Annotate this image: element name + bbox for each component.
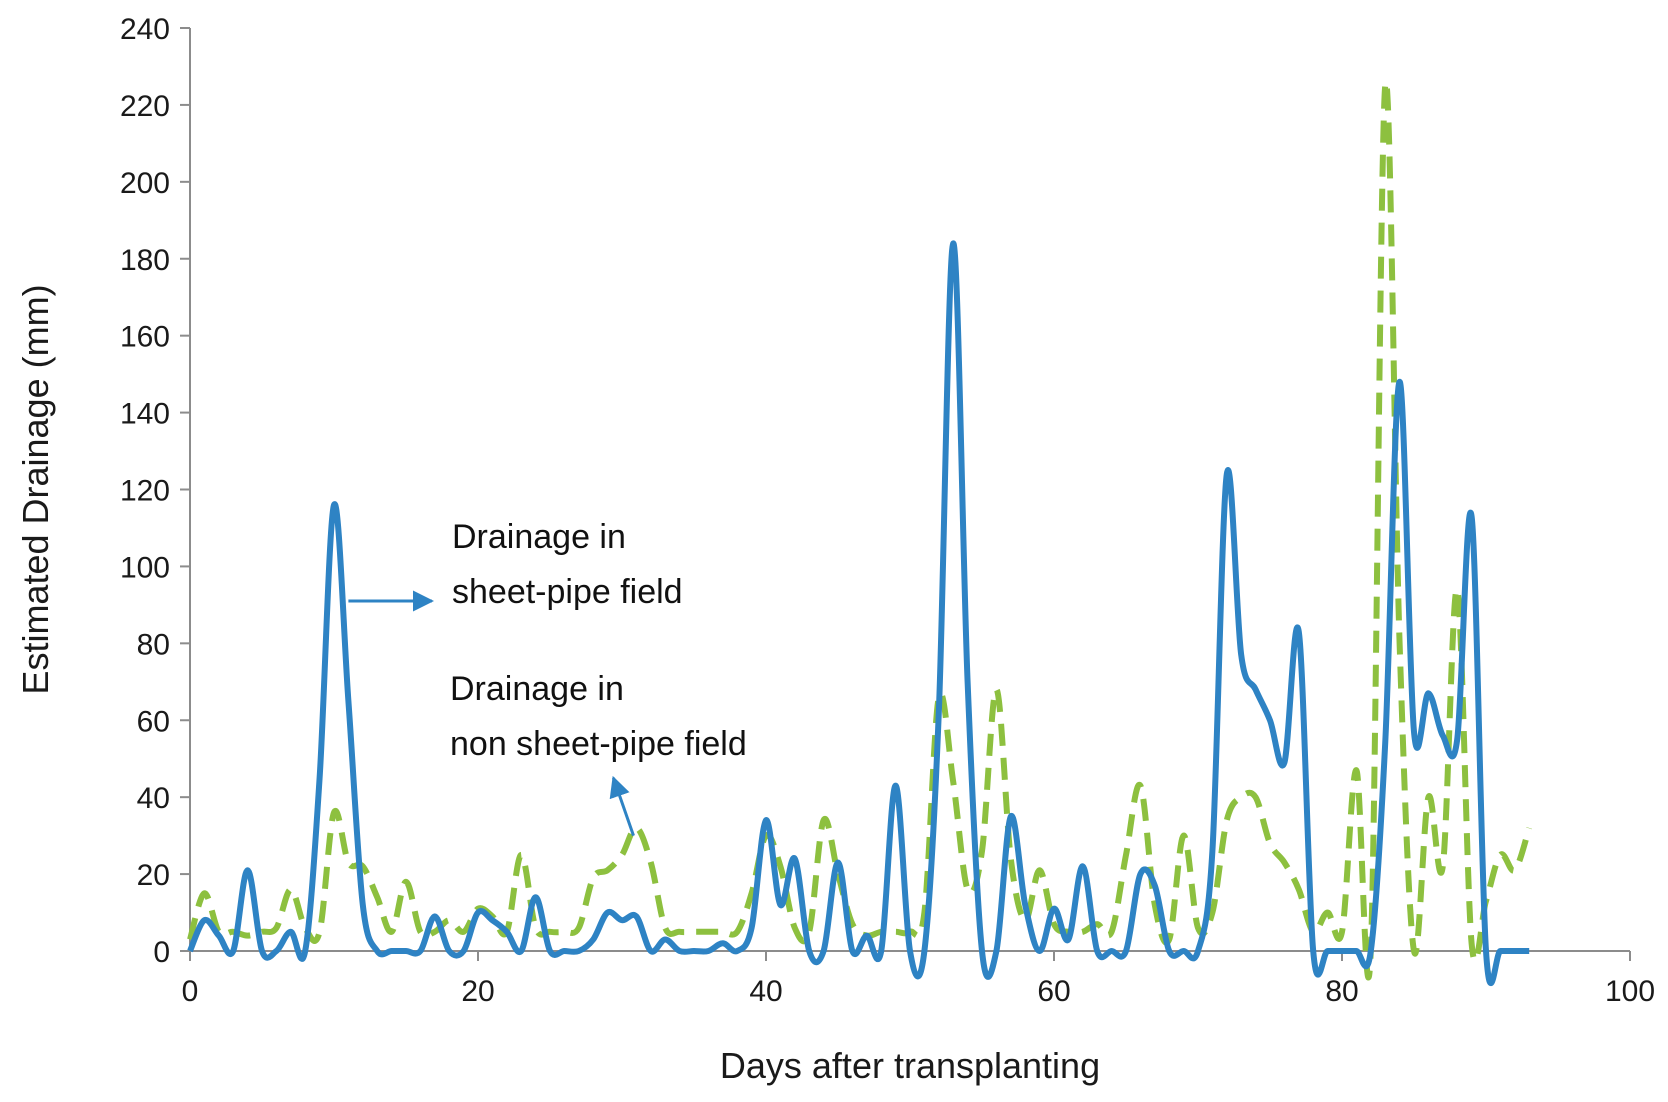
y-tick-label: 160	[120, 321, 170, 354]
y-tick-label: 0	[153, 936, 170, 969]
annotation-label: sheet-pipe field	[452, 573, 683, 611]
axes-layer: 0 20 40 60 80 100 120 140 160 180 200 220 240 0 20 40 60…	[120, 13, 1655, 1008]
y-tick-label: 120	[120, 475, 170, 508]
x-tick-label: 20	[461, 975, 494, 1008]
x-tick-label: 60	[1037, 975, 1070, 1008]
x-tick-label: 40	[749, 975, 782, 1008]
series-line	[187, 240, 1530, 987]
annotation-layer: Drainage in sheet-pipe field Drainage in no…	[348, 518, 747, 837]
y-axis-title: Estimated Drainage (mm)	[15, 284, 56, 694]
x-tick-label: 100	[1605, 975, 1655, 1008]
y-tick-label: 240	[120, 13, 170, 46]
series-layer	[187, 79, 1533, 987]
y-tick-label: 40	[137, 782, 170, 815]
annotation-label: Drainage in	[452, 518, 626, 556]
y-tick-label: 100	[120, 551, 170, 584]
annotation-sheet-pipe: Drainage in sheet-pipe field	[348, 518, 683, 612]
x-tick-label: 0	[182, 975, 199, 1008]
y-tick-label: 180	[120, 244, 170, 277]
y-tick-label: 200	[120, 167, 170, 200]
y-tick-label: 60	[137, 705, 170, 738]
series-sheet-pipe	[187, 240, 1530, 987]
y-tick-label: 20	[137, 859, 170, 892]
x-axis-title: Days after transplanting	[720, 1045, 1100, 1086]
y-tick-label: 140	[120, 398, 170, 431]
annotation-label: non sheet-pipe field	[450, 725, 747, 763]
annotation-non-sheet-pipe: Drainage in non sheet-pipe field	[450, 670, 747, 837]
annotation-arrow	[609, 775, 635, 837]
y-tick-label: 220	[120, 90, 170, 123]
series-non-sheet-pipe	[187, 79, 1533, 981]
annotation-label: Drainage in	[450, 670, 624, 708]
series-line	[187, 79, 1533, 981]
y-tick-label: 80	[137, 628, 170, 661]
x-tick-label: 80	[1325, 975, 1358, 1008]
